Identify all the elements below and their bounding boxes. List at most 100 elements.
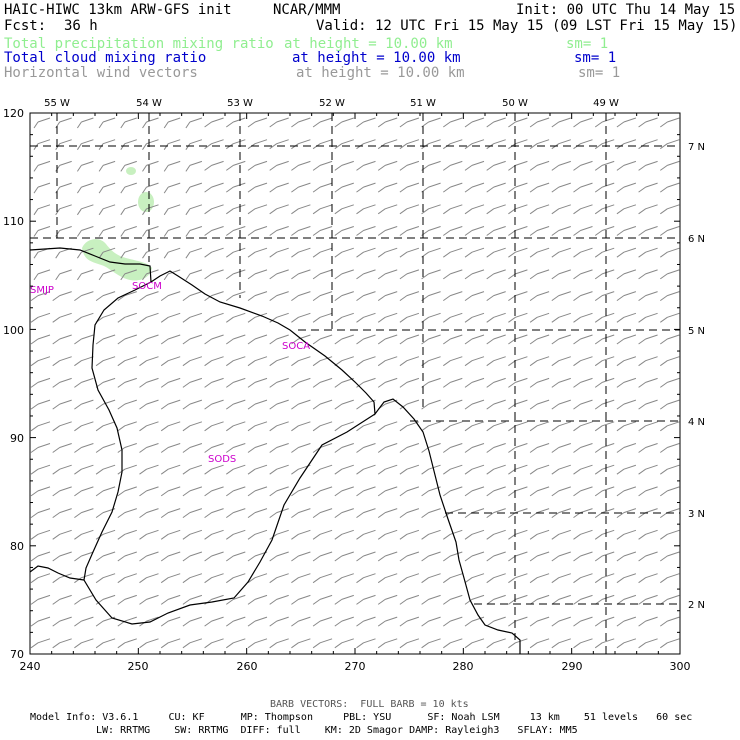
wind-barb: [312, 529, 333, 540]
wind-barb: [377, 312, 398, 323]
wind-barb: [486, 594, 506, 605]
wind-barb: [163, 226, 181, 237]
wind-barb: [291, 486, 311, 497]
wind-barb: [356, 421, 376, 432]
wind-barb: [529, 508, 550, 519]
wind-barb: [638, 464, 658, 475]
wind-barb: [594, 421, 615, 432]
wind-barb: [443, 616, 463, 627]
wind-barb: [52, 334, 72, 345]
wind-barb: [185, 117, 203, 129]
wind-barb: [464, 443, 485, 453]
wind-barb: [399, 226, 420, 236]
wind-barb: [638, 356, 658, 367]
wind-barb: [573, 421, 593, 432]
wind-barb: [312, 269, 333, 280]
wind-barb: [117, 334, 137, 345]
wind-barb: [312, 616, 333, 627]
wind-barb: [247, 117, 268, 128]
wind-barb: [529, 269, 550, 280]
wind-barb: [226, 486, 246, 497]
wind-barb: [182, 464, 203, 475]
wind-barb: [269, 464, 289, 475]
wind-barb: [247, 638, 268, 649]
wind-barb: [30, 291, 51, 302]
wind-barb: [508, 139, 528, 150]
wind-barb: [443, 443, 463, 453]
wind-barb: [421, 356, 441, 367]
wind-barb: [269, 160, 289, 171]
wind-barb: [30, 399, 51, 410]
wind-barb: [182, 486, 203, 497]
wind-barb: [334, 421, 354, 432]
wind-barb: [269, 551, 289, 562]
wind-barb: [377, 508, 398, 519]
wind-barb: [508, 529, 528, 540]
wind-barb: [421, 443, 441, 453]
wind-barb: [269, 269, 289, 280]
wind-barb: [98, 139, 116, 150]
wind-barb: [204, 269, 224, 280]
wind-barb: [660, 247, 680, 258]
wind-barb: [163, 247, 181, 259]
wind-barb: [529, 399, 550, 410]
wind-barb: [573, 551, 593, 562]
wind-barb: [356, 529, 376, 540]
wind-barb: [52, 399, 72, 410]
wind-barb: [377, 464, 398, 475]
wind-barb: [182, 377, 203, 388]
wind-barb: [638, 421, 658, 432]
wind-barb: [204, 638, 224, 649]
wind-barb: [269, 573, 289, 584]
wind-barb: [638, 616, 658, 627]
wind-barb: [226, 247, 246, 258]
wind-barb: [142, 247, 159, 259]
wind-barb: [291, 291, 311, 302]
wind-barb: [291, 312, 311, 323]
wind-barb: [660, 486, 680, 497]
wind-barb: [421, 334, 441, 345]
x-tick-label: 290: [562, 660, 583, 673]
wind-barb: [163, 139, 181, 150]
wind-barb: [486, 356, 506, 367]
wind-barb: [377, 421, 398, 432]
wind-barb: [139, 356, 159, 367]
wind-barb: [334, 508, 354, 519]
precip-patch: [138, 192, 154, 212]
wind-barb: [443, 529, 463, 540]
wind-barb: [464, 508, 485, 519]
field-wind-level: at height = 10.00 km: [296, 65, 465, 81]
wind-barb: [660, 573, 680, 584]
wind-barb: [464, 312, 485, 323]
wind-barb: [508, 226, 528, 236]
wind-barb: [247, 508, 268, 519]
wind-barb: [660, 139, 680, 150]
wind-barb: [594, 139, 615, 150]
wind-barb: [551, 486, 571, 497]
wind-barb: [399, 269, 420, 280]
wind-barb: [638, 638, 658, 649]
wind-barb: [529, 182, 550, 193]
wind-barb: [356, 312, 376, 323]
wind-barb: [204, 247, 224, 258]
wind-barb: [247, 421, 268, 432]
wind-barb: [399, 334, 420, 345]
wind-barb: [33, 226, 51, 237]
wind-barb: [464, 291, 485, 302]
wind-barb: [377, 247, 398, 258]
wind-barb: [160, 638, 181, 649]
wind-barb: [443, 312, 463, 323]
wind-barb: [117, 573, 137, 584]
wind-barb: [399, 573, 420, 584]
wind-barb: [573, 616, 593, 627]
wind-barb: [399, 117, 420, 128]
wind-barb: [356, 160, 376, 171]
field-precip-level: at height = 10.00 km: [284, 36, 453, 52]
wind-barb: [74, 551, 94, 562]
wind-barb: [377, 226, 398, 236]
wind-barb: [508, 291, 528, 302]
wind-barb: [638, 204, 658, 215]
wind-barb: [139, 399, 159, 410]
wind-barb: [551, 334, 571, 345]
